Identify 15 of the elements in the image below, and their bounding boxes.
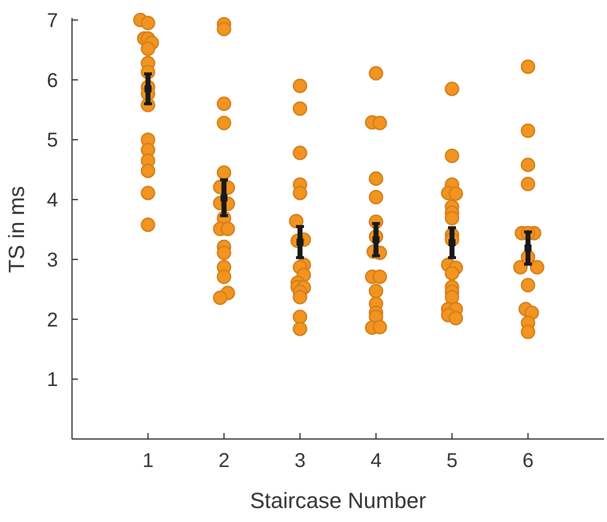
y-tick-label: 5 [46, 130, 58, 152]
y-tick-label: 4 [46, 190, 58, 212]
x-tick-label: 1 [142, 450, 154, 472]
y-tick-label: 2 [46, 309, 58, 332]
x-tick-label: 3 [294, 450, 306, 472]
y-axis-title: TS in ms [4, 186, 29, 273]
x-tick-label: 6 [522, 450, 534, 472]
y-tick-label: 1 [46, 369, 58, 392]
x-tick-label: 4 [370, 450, 382, 472]
y-tick-label: 3 [46, 249, 58, 272]
x-tick-label: 5 [446, 450, 458, 472]
y-tick-label: 7 [46, 10, 58, 32]
x-tick-label: 2 [218, 450, 230, 472]
y-tick-label: 6 [46, 70, 58, 92]
x-axis-title: Staircase Number [250, 488, 426, 513]
